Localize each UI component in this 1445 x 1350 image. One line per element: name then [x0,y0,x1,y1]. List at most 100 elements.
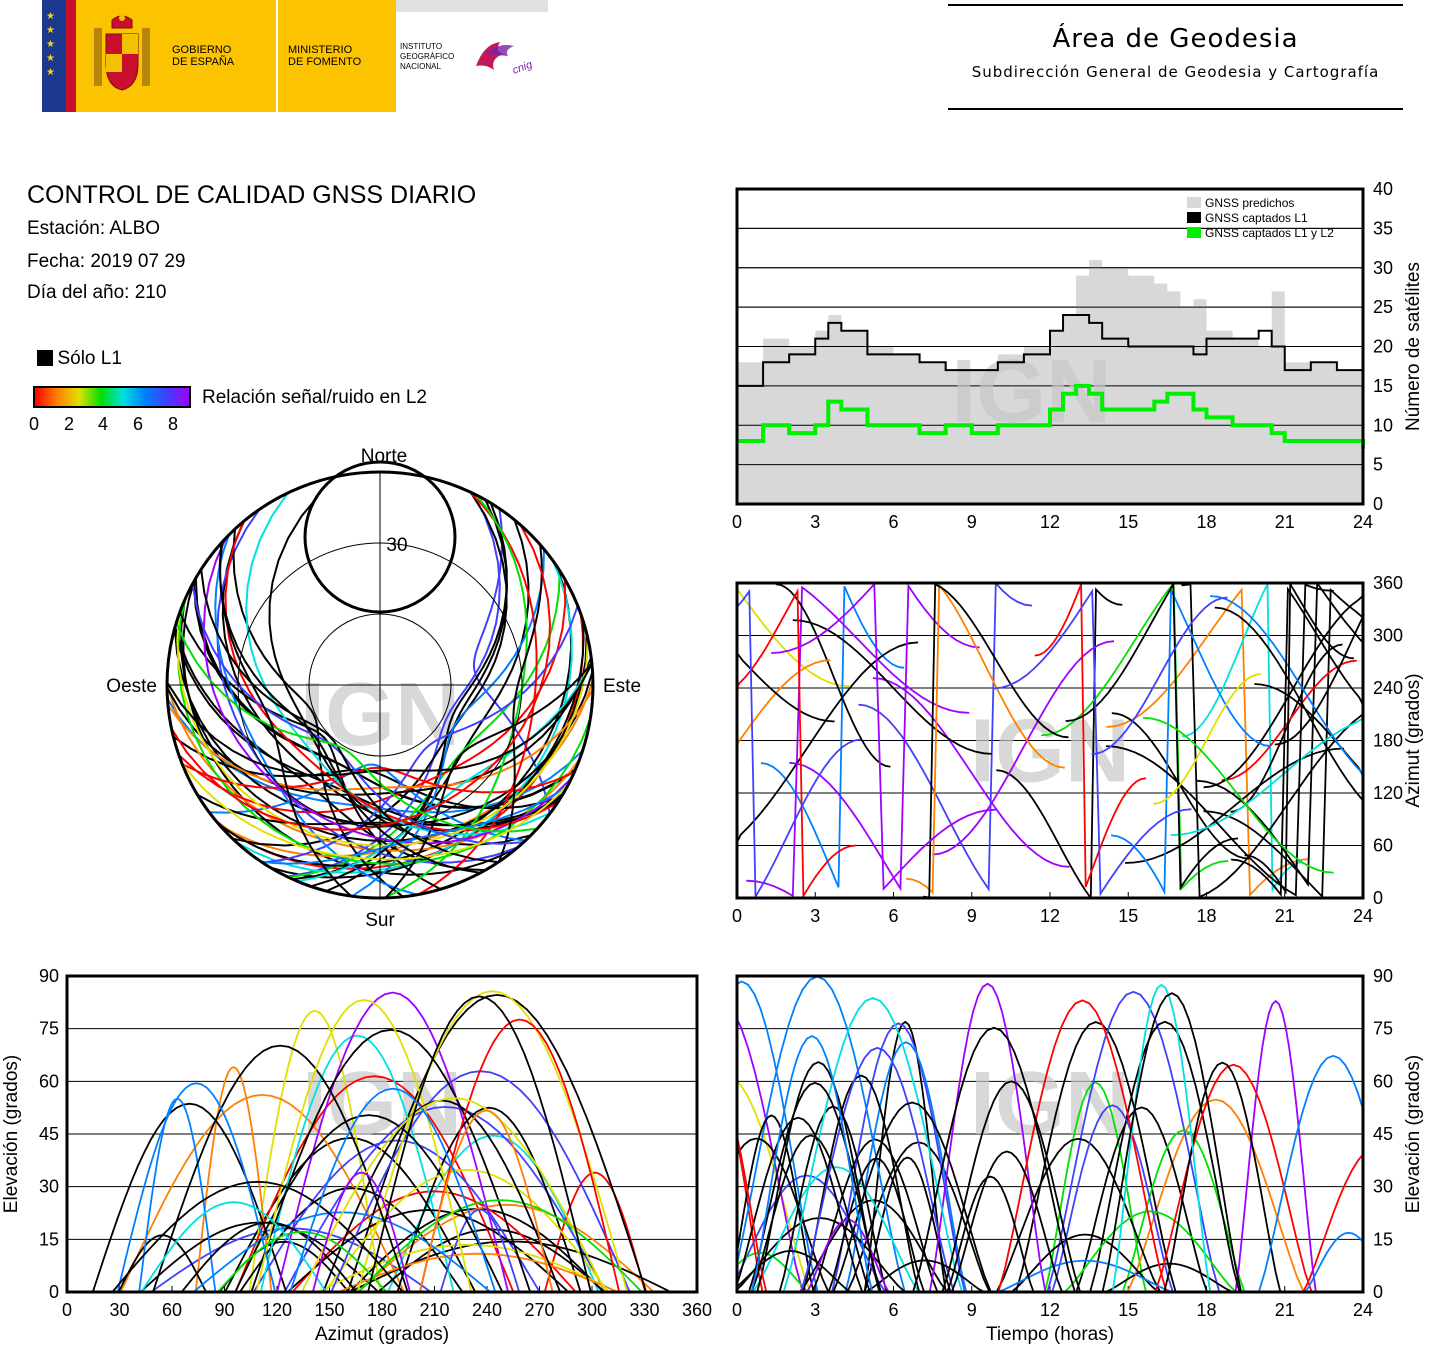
y-axis-label: Azimut (grados) [1403,673,1424,807]
satellite-track [932,640,1115,856]
satellite-track [1230,586,1363,897]
satellite-track [863,1156,952,1292]
x-tick-label: 180 [367,1300,397,1320]
x-tick-label: 24 [1353,1300,1373,1320]
satellite-track [1230,643,1343,813]
ign-line3: NACIONAL [400,62,441,71]
x-tick-label: 3 [810,512,820,532]
satellite-track [300,1097,607,1292]
satellite-track [995,1137,1162,1292]
x-tick-label: 150 [314,1300,344,1320]
l1-only-swatch [37,350,53,366]
satellite-track [737,588,862,898]
satellite-track [250,1028,532,1292]
satellite-track [357,1203,655,1292]
satellite-track [312,1171,411,1292]
satellite-track [941,1080,1082,1292]
satellite-track [737,641,919,857]
x-tick-label: 270 [524,1300,554,1320]
x-tick-label: 18 [1196,906,1216,926]
x-tick-label: 240 [472,1300,502,1320]
ring-label: 30 [386,535,407,556]
y-tick-label: 35 [1373,218,1393,238]
satellite-track [789,583,980,892]
satellite-track [802,1074,921,1292]
y-tick-label: 180 [1373,731,1403,751]
satellite-track [737,1116,864,1292]
series-l1l2-line [737,383,1365,449]
satellite-track [180,761,570,861]
x-tick-label: 3 [810,906,820,926]
satellite-track [111,1180,404,1292]
satellite-track [167,663,593,777]
satellite-track [1182,583,1303,893]
satellite-track [1304,1231,1363,1292]
satellite-track [858,583,1033,892]
satellite-track [138,1097,217,1292]
satellite-track [1010,1233,1160,1292]
y-tick-label: 0 [1373,1282,1383,1302]
satellite-track [396,1106,582,1292]
satellite-track [176,613,589,847]
satellite-track [152,1044,409,1292]
snr-tick: 4 [98,414,109,434]
satellite-track [1203,587,1363,898]
satellite-track [181,1221,358,1292]
snr-tick: 0 [29,414,40,434]
west-label: Oeste [106,676,157,697]
x-tick-label: 24 [1353,512,1373,532]
satellite-track [252,1139,541,1292]
satellite-track [737,587,850,892]
satellite-track [1041,583,1229,891]
satellite-track [347,993,648,1292]
satellite-track [259,1034,455,1292]
satellite-track [1221,659,1357,782]
snr-tick: 8 [168,414,179,434]
x-tick-label: 15 [1118,512,1138,532]
snr-tick: 6 [133,414,144,434]
satellite-track [338,1252,619,1292]
satellite-track [367,995,592,1292]
x-tick-label: 300 [577,1300,607,1320]
satellite-track [498,544,543,862]
x-tick-label: 6 [888,906,898,926]
elevation-time-chart: 0 15 30 45 60 75 90 0 3 6 9 12 15 18 21 24 Elevación (gr… [732,966,1424,1345]
satellite-track [119,1093,405,1292]
satellite-track [1063,1210,1237,1292]
satellite-track [245,492,551,836]
satellite-track [832,1101,992,1292]
legend-swatch [1187,197,1201,208]
gobierno-line2: DE ESPAÑA [172,56,235,68]
plot-frame [735,581,1365,900]
satellite-track [194,1066,273,1292]
y-tick-label: 75 [39,1019,59,1039]
satellite-track [283,1105,607,1292]
legend-entry: GNSS captados L1 y L2 [1205,226,1334,240]
satellite-track [1111,589,1271,896]
area-subtitle: Subdirección General de Geodesia y Carto… [971,63,1380,81]
satellite-track [1210,595,1363,795]
header-rule-bottom [948,108,1403,110]
satellite-track [178,611,442,891]
track-group [737,583,1363,898]
y-tick-label: 300 [1373,626,1403,646]
y-axis-label: Elevación (grados) [1403,1055,1424,1213]
horizon-circle [165,470,595,900]
satellite-track [255,998,473,1292]
east-label: Este [603,676,641,697]
x-tick-label: 120 [262,1300,292,1320]
satellite-track [1126,1098,1305,1292]
plot-frame [735,974,1365,1294]
satellite-track [472,508,551,814]
l1-only-legend: Sólo L1 [37,348,122,370]
x-tick-label: 90 [214,1300,234,1320]
header-rule-top [948,4,1403,6]
satellite-track [737,1250,852,1292]
plot-frame [65,974,699,1294]
series-l1-line [737,314,1364,387]
satellite-track [1034,583,1147,888]
satellite-track [276,991,509,1292]
cnig-logo-icon: cnig [476,42,535,77]
satellite-track [750,1034,874,1292]
x-tick-label: 0 [732,1300,742,1320]
